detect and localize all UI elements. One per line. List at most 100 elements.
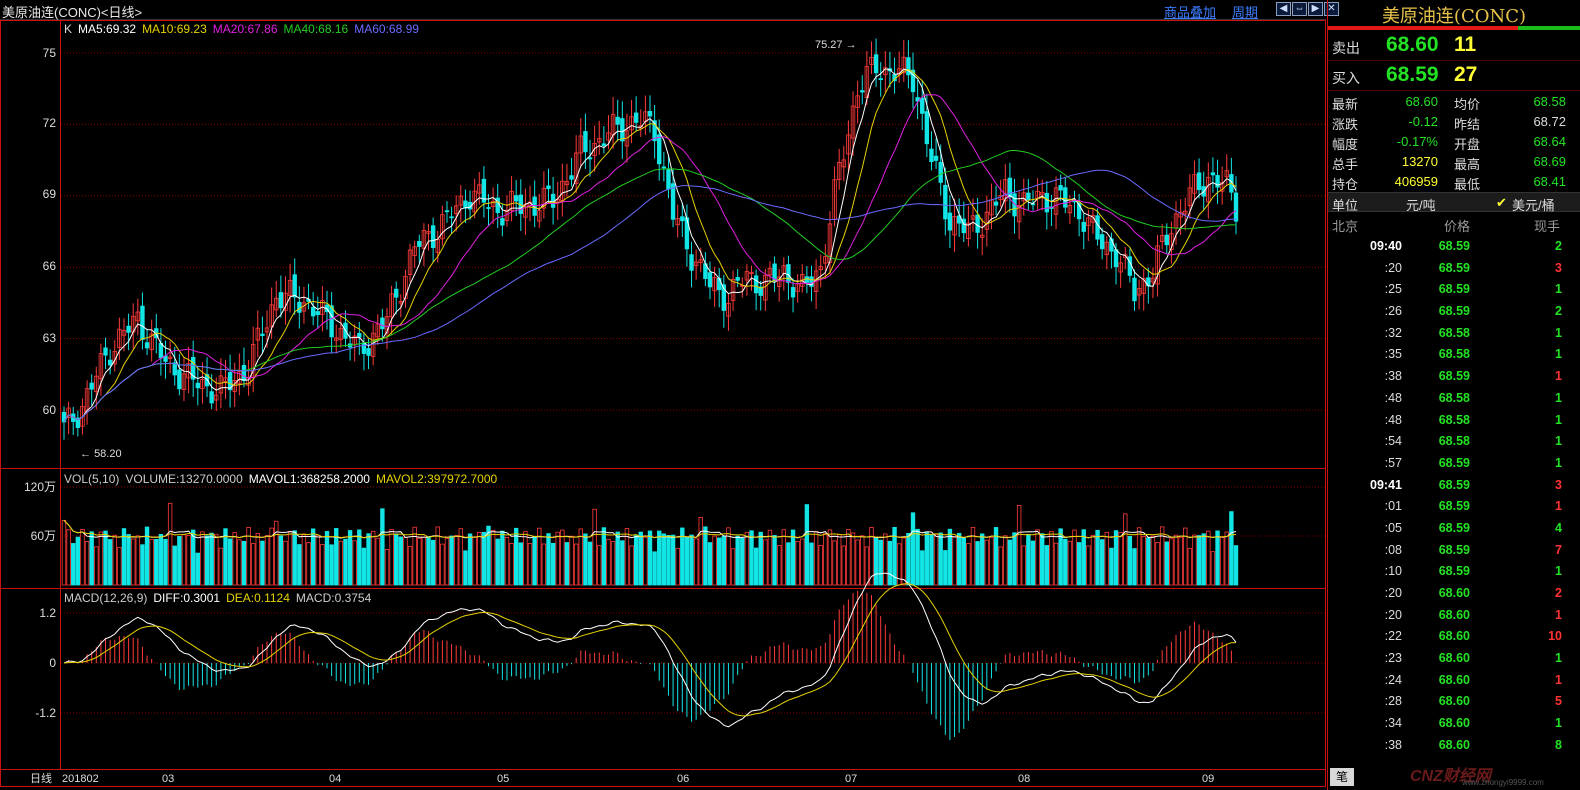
ask-row[interactable]: 卖出 68.60 11 xyxy=(1328,31,1580,61)
tick-qty: 1 xyxy=(1555,455,1562,470)
volume-bar xyxy=(449,535,454,586)
candle-body xyxy=(167,356,173,359)
tick-tab[interactable]: 笔 xyxy=(1330,768,1354,786)
volume-bar xyxy=(301,533,307,586)
tick-qty: 4 xyxy=(1555,520,1562,535)
volume-bar xyxy=(403,537,408,586)
candle-body xyxy=(1164,234,1169,246)
tick-list[interactable]: 09:40 68.59 2:20 68.59 3:25 68.59 1:26 68.59 2:3… xyxy=(1328,236,1580,757)
tick-time: :54 xyxy=(1384,434,1402,449)
candle-body xyxy=(1040,191,1045,196)
volume-bar xyxy=(1063,538,1068,586)
y-tick: 72 xyxy=(43,116,57,130)
volume-bar xyxy=(846,529,851,586)
volume-bar xyxy=(297,544,302,586)
unit-cny[interactable]: 元/吨 xyxy=(1406,198,1436,213)
candle-body xyxy=(241,365,247,382)
volume-bar xyxy=(384,549,390,586)
stat-key: 幅度 xyxy=(1332,137,1359,152)
tick-time: 09:40 xyxy=(1370,239,1402,253)
ask-label: 卖出 xyxy=(1332,40,1360,56)
candle-body xyxy=(107,359,113,366)
volume-bar xyxy=(1081,529,1086,586)
period-link[interactable]: 周期 xyxy=(1232,5,1259,20)
volume-bar xyxy=(809,542,814,586)
volume-bar xyxy=(426,536,431,586)
stat-value: 68.58 xyxy=(1533,94,1566,109)
volume-bar xyxy=(334,528,339,586)
volume-bar xyxy=(1201,533,1206,586)
volume-bar xyxy=(583,533,588,586)
candle-body xyxy=(1215,175,1220,188)
stat-row: 涨跌 -0.12 昨结 68.72 xyxy=(1328,112,1580,132)
tick-time: :48 xyxy=(1384,390,1402,405)
candle-body xyxy=(444,210,450,213)
volume-bar xyxy=(260,540,265,586)
tick-time: :05 xyxy=(1384,520,1402,535)
tick-time: :20 xyxy=(1384,260,1402,275)
volume-legend: VOL(5,10) VOLUME:13270.0000 MAVOL1:368258.… xyxy=(64,472,498,486)
ma-lines xyxy=(63,68,1237,423)
prev-icon[interactable]: ◀ xyxy=(1276,2,1291,16)
candle-body xyxy=(209,391,214,404)
volume-bar xyxy=(380,508,385,586)
stat-value: 68.64 xyxy=(1533,134,1566,149)
tick-qty: 3 xyxy=(1555,477,1562,492)
volume-bar xyxy=(860,535,865,586)
volume-bar xyxy=(490,529,496,586)
volume-bar xyxy=(1040,533,1045,586)
overlay-link[interactable]: 商品叠加 xyxy=(1164,5,1217,20)
tick-row: 09:41 68.59 3 xyxy=(1328,475,1580,497)
kline-chart[interactable]: K MA5:69.32 MA10:69.23 MA20:67.86 MA40:68.16… xyxy=(0,20,1327,790)
candle-body xyxy=(804,276,810,283)
volume-bar xyxy=(527,543,533,586)
ma-line xyxy=(63,68,1237,423)
bid-row[interactable]: 买入 68.59 27 xyxy=(1328,61,1580,91)
volume-bar xyxy=(1229,511,1234,586)
candle-body xyxy=(933,155,939,161)
candle-body xyxy=(620,118,625,142)
candle-body xyxy=(338,327,344,340)
volume-bar xyxy=(66,529,71,586)
candle-body xyxy=(1123,254,1128,258)
tick-row: :57 68.59 1 xyxy=(1328,453,1580,475)
macd-y-tick: -1.2 xyxy=(35,706,56,720)
candle-body xyxy=(786,264,791,283)
tick-price: 68.59 xyxy=(1438,239,1470,253)
zoom-icon[interactable]: ⇔ xyxy=(1292,2,1307,16)
candle-body xyxy=(394,288,399,298)
volume-bar xyxy=(181,533,187,586)
unit-usd[interactable]: 美元/桶 xyxy=(1512,198,1555,213)
volume-bar xyxy=(255,533,260,586)
next-icon[interactable]: ▶ xyxy=(1308,2,1323,16)
candle-body xyxy=(490,200,496,207)
candle-body xyxy=(541,187,547,209)
candle-body xyxy=(310,306,316,317)
candle-body xyxy=(980,234,985,238)
candle-body xyxy=(481,178,487,203)
volume-bar xyxy=(430,539,436,586)
tick-time: :35 xyxy=(1384,347,1402,362)
volume-bar xyxy=(1132,548,1137,586)
tick-price: 68.58 xyxy=(1438,325,1470,340)
quote-stats: 最新 68.60 均价 68.58 涨跌 -0.12 昨结 68.72 幅度 -0.17% 开盘 68… xyxy=(1328,92,1580,192)
volume-bar xyxy=(71,543,76,586)
candle-body xyxy=(717,277,722,291)
candle-body xyxy=(657,134,662,165)
volume-bar xyxy=(740,537,745,586)
candle-body xyxy=(666,168,671,190)
stat-key: 最高 xyxy=(1454,157,1481,172)
candle-body xyxy=(984,211,990,230)
volume-bar xyxy=(947,528,953,586)
volume-bar xyxy=(989,537,994,586)
volume-bar xyxy=(343,538,348,586)
candle-body xyxy=(776,276,782,287)
volume-bar xyxy=(1003,535,1008,586)
volume-bar xyxy=(980,533,985,586)
volume-bar xyxy=(620,540,625,586)
tick-time: :28 xyxy=(1384,694,1402,709)
volume-bar xyxy=(274,520,279,586)
volume-bar xyxy=(1099,539,1105,586)
candle-body xyxy=(214,394,219,401)
tick-time: :34 xyxy=(1384,716,1402,731)
